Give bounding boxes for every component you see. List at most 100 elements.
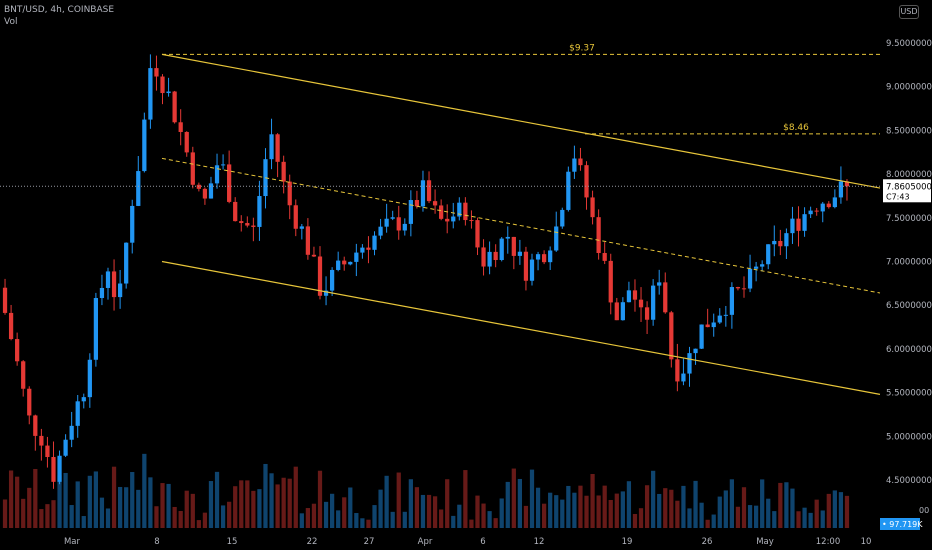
volume-bar	[548, 492, 553, 528]
candle-body	[766, 244, 771, 265]
candle-body	[548, 250, 553, 263]
candle-body	[651, 285, 656, 320]
candle-body	[166, 91, 171, 94]
candle-body	[699, 324, 704, 349]
candle-body	[111, 271, 117, 298]
volume-bar	[105, 508, 111, 528]
candle-body	[590, 197, 595, 218]
channel-middle-line[interactable]	[161, 157, 881, 294]
y-tick-label: 5.50000000	[886, 389, 932, 399]
candle-body	[505, 236, 510, 239]
candle-body	[638, 299, 644, 308]
volume-bar	[838, 492, 844, 528]
volume-bar	[632, 513, 638, 528]
price-axis[interactable]: 9.50000000 9.00000000 8.50000000 8.00000000…	[880, 39, 932, 530]
candle-body	[420, 180, 426, 207]
volume-bar	[390, 511, 395, 528]
volume-bar	[190, 493, 195, 528]
candle-body	[39, 435, 44, 446]
volume-bar	[554, 495, 559, 528]
currency-button[interactable]: USD	[899, 5, 919, 19]
volume-bar	[487, 511, 492, 528]
volume-bar	[445, 479, 450, 528]
candle-body	[390, 217, 395, 219]
candle-body	[487, 251, 492, 267]
candle-body	[51, 457, 56, 482]
candle-body	[124, 242, 129, 284]
candle-body	[402, 223, 407, 231]
candle-body	[2, 287, 8, 313]
candle-body	[432, 201, 438, 206]
candle-body	[45, 445, 50, 458]
candle-body	[517, 251, 523, 256]
volume-bar	[572, 492, 577, 528]
time-axis[interactable]: Mar 8 15 22 27 Apr 6 12 19 26 May 12:00 10	[64, 537, 871, 547]
volume-bar	[687, 508, 692, 528]
x-tick-label: 10	[861, 537, 872, 547]
candle-body	[772, 240, 777, 245]
candle-body	[299, 226, 304, 229]
volume-bar	[820, 510, 825, 528]
volume-indicator-label[interactable]: Vol	[4, 17, 18, 27]
volume-bar	[596, 495, 601, 528]
candle-body	[27, 388, 32, 416]
candle-body	[251, 225, 256, 227]
candle-body	[293, 205, 298, 229]
volume-bar	[657, 493, 662, 528]
candle-body	[87, 359, 92, 398]
volume-bar	[15, 476, 20, 528]
candle-body	[578, 158, 583, 166]
volume-bars	[2, 453, 850, 528]
x-tick-label: 15	[227, 537, 238, 547]
volume-bar	[39, 509, 44, 528]
candle-body	[535, 254, 541, 260]
candle-body	[747, 268, 753, 289]
candle-body	[372, 235, 377, 250]
volume-bar	[808, 512, 813, 528]
candle-body	[154, 68, 159, 77]
candle-body	[136, 171, 141, 206]
y-tick-label: 6.50000000	[886, 301, 932, 311]
candle-body	[620, 302, 625, 321]
volume-bar	[778, 482, 783, 528]
candle-body	[148, 68, 153, 120]
volume-bar	[844, 495, 850, 528]
candle-body	[184, 131, 189, 153]
channel-upper-line[interactable]	[161, 53, 881, 189]
candle-body	[190, 152, 195, 185]
volume-value: • 97.719K	[882, 520, 923, 529]
y-tick-label: 8.00000000	[886, 170, 932, 180]
candle-body	[463, 202, 468, 221]
volume-bar	[747, 505, 753, 528]
candle-body	[426, 180, 432, 202]
volume-bar	[578, 485, 583, 528]
candle-body	[693, 348, 698, 354]
candle-body	[220, 164, 226, 166]
volume-bar	[142, 453, 147, 528]
candle-body	[445, 218, 450, 222]
candle-body	[227, 164, 232, 202]
volume-bar	[620, 491, 625, 528]
chart-header: BNT/USD, 4h, COINBASE Vol	[4, 4, 114, 28]
channel-lower-line[interactable]	[161, 260, 881, 395]
x-tick-label: May	[756, 537, 774, 547]
volume-bar	[535, 487, 541, 528]
candle-body	[354, 252, 359, 262]
volume-bar	[451, 515, 456, 528]
candle-body	[705, 324, 710, 328]
volume-bar	[784, 482, 789, 528]
volume-bar	[511, 468, 516, 528]
volume-bar	[729, 479, 735, 528]
candle-body	[451, 216, 456, 222]
x-tick-label: 12:00	[816, 537, 841, 547]
volume-bar	[814, 499, 819, 528]
x-tick-label: 26	[702, 537, 713, 547]
volume-bar	[287, 478, 292, 528]
trend-drawings[interactable]: $9.37 $8.46	[0, 43, 881, 395]
candle-body	[729, 287, 735, 315]
volume-bar	[166, 483, 171, 528]
candle-body	[69, 425, 74, 440]
candle-body	[323, 290, 329, 296]
volume-bar	[293, 466, 298, 528]
